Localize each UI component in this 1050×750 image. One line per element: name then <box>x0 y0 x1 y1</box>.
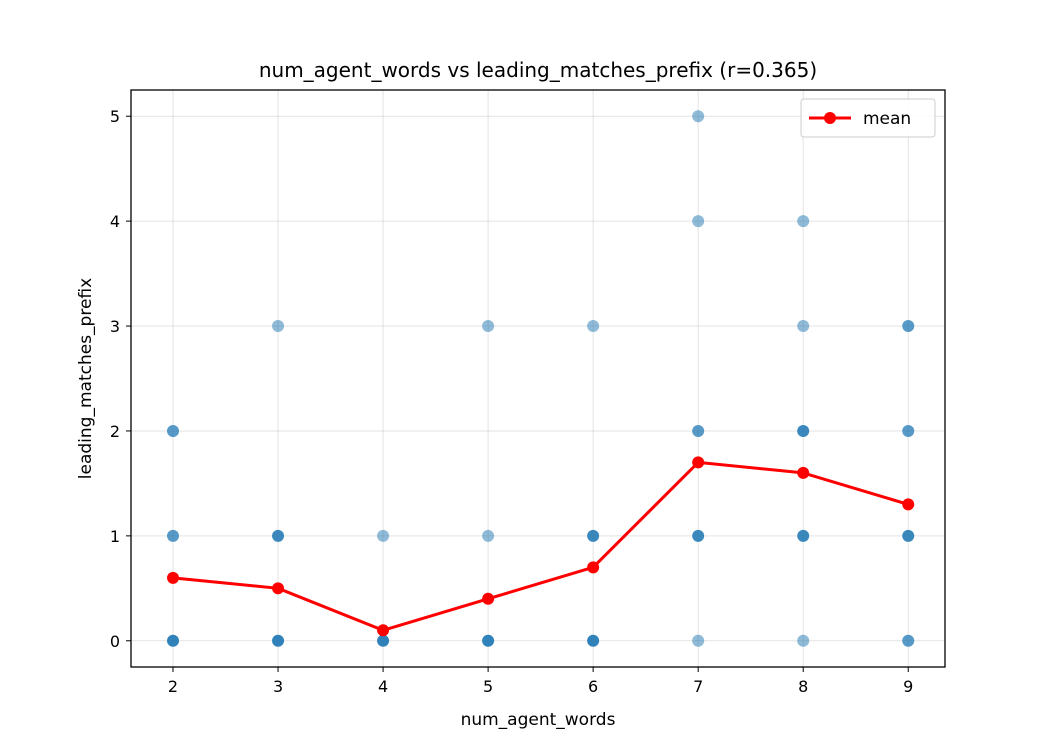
mean-point <box>482 592 495 605</box>
scatter-point <box>377 634 390 647</box>
y-axis-label: leading_matches_prefix <box>76 278 96 479</box>
scatter-point <box>167 634 180 647</box>
mean-point <box>377 624 390 637</box>
x-axis-label: num_agent_words <box>461 710 616 730</box>
legend: mean <box>800 98 936 138</box>
scatter-point <box>377 529 390 542</box>
scatter-point <box>482 529 495 542</box>
y-tick-label: 3 <box>110 317 120 336</box>
chart-title: num_agent_words vs leading_matches_prefi… <box>259 58 817 82</box>
scatter-point <box>902 424 915 437</box>
mean-point <box>692 456 705 469</box>
plot-frame <box>130 89 946 668</box>
scatter-point <box>797 529 810 542</box>
scatter-point <box>272 320 285 333</box>
scatter-point <box>692 529 705 542</box>
scatter-point <box>587 320 600 333</box>
scatter-point <box>902 320 915 333</box>
scatter-point <box>482 634 495 647</box>
scatter-point <box>797 634 810 647</box>
y-tick-label: 4 <box>110 212 120 231</box>
legend-label-mean: mean <box>863 109 911 129</box>
scatter-point <box>692 110 705 123</box>
mean-line <box>172 460 909 632</box>
scatter-point <box>797 215 810 228</box>
scatter-point <box>167 424 180 437</box>
y-tick-label: 2 <box>110 422 120 441</box>
scatter-point <box>587 634 600 647</box>
x-tick-label: 3 <box>273 677 283 696</box>
legend-marker-mean <box>824 112 836 124</box>
x-tick-label: 4 <box>378 677 388 696</box>
mean-point <box>272 582 285 595</box>
x-tick-label: 5 <box>483 677 493 696</box>
x-tick-label: 6 <box>588 677 598 696</box>
scatter-point <box>797 424 810 437</box>
axis-ticks: 2 3 4 5 6 7 8 9 0 1 2 3 4 5 <box>110 107 914 696</box>
scatter-point <box>902 634 915 647</box>
x-tick-label: 8 <box>798 677 808 696</box>
scatter-point <box>167 529 180 542</box>
mean-point <box>587 561 600 574</box>
scatter-point <box>272 529 285 542</box>
grid <box>131 90 945 667</box>
mean-point <box>902 498 915 511</box>
scatter-point <box>272 634 285 647</box>
mean-series <box>167 456 915 637</box>
scatter-point <box>692 215 705 228</box>
scatter-point <box>587 529 600 542</box>
scatter-points <box>167 110 915 647</box>
mean-point <box>797 466 810 479</box>
y-tick-label: 0 <box>110 632 120 651</box>
y-tick-label: 5 <box>110 107 120 126</box>
scatter-point <box>692 424 705 437</box>
mean-point <box>167 571 180 584</box>
x-tick-label: 2 <box>168 677 178 696</box>
scatter-point <box>692 634 705 647</box>
scatter-point <box>797 320 810 333</box>
x-tick-label: 7 <box>693 677 703 696</box>
legend-box <box>800 98 936 138</box>
scatter-point <box>902 529 915 542</box>
scatter-point <box>482 320 495 333</box>
x-tick-label: 9 <box>903 677 913 696</box>
y-tick-label: 1 <box>110 527 120 546</box>
